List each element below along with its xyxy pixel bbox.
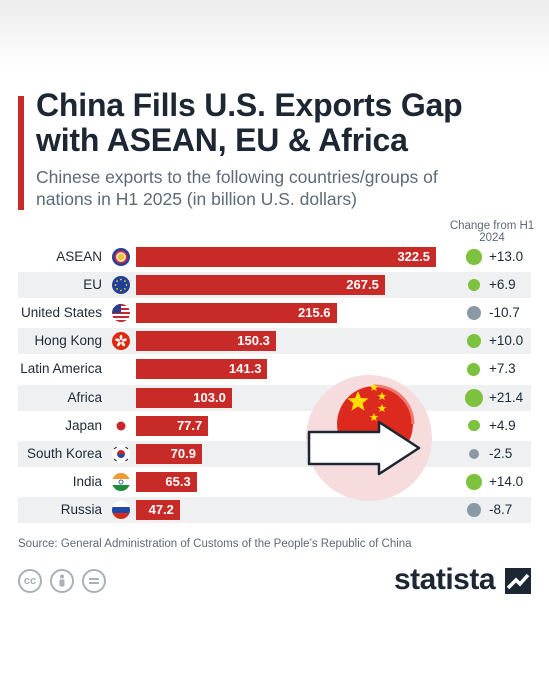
china-flag-arrow-graphic <box>306 375 432 501</box>
change-label: -2.5 <box>489 445 513 461</box>
bar-value-label: 267.5 <box>346 277 379 293</box>
eu-flag-icon <box>112 276 130 295</box>
change-dot <box>465 388 483 407</box>
change-dot <box>466 473 482 490</box>
south-korea-flag-icon <box>112 444 130 463</box>
bar-row-hong-kong: Hong Kong 150.3 +10.0 <box>18 328 531 355</box>
change-dot <box>467 278 481 292</box>
category-label: Africa <box>67 389 102 405</box>
bar-row-japan: Japan 77.7 +4.9 <box>18 413 531 439</box>
japan-flag-icon <box>112 416 130 435</box>
change-label: +4.9 <box>489 417 516 433</box>
bar: 150.3 <box>136 331 276 352</box>
bar: 322.5 <box>136 247 436 267</box>
bar: 103.0 <box>136 387 232 408</box>
bar-value-label: 150.3 <box>237 333 270 349</box>
hong-kong-flag-icon <box>112 332 130 351</box>
bar-row-eu: EU 267.5 +6.9 <box>18 272 531 299</box>
bar: 70.9 <box>136 443 202 464</box>
change-dot <box>466 334 482 349</box>
change-column-heading: Change from H1 2024 <box>449 220 535 244</box>
top-fade <box>0 0 549 70</box>
category-label: United States <box>20 305 102 321</box>
bar: 47.2 <box>136 499 180 520</box>
change-dot <box>466 305 482 321</box>
statista-logo-mark <box>505 568 531 594</box>
india-flag-icon <box>112 472 130 491</box>
change-dot <box>466 249 482 265</box>
chart-subtitle: Chinese exports to the following countri… <box>36 167 438 209</box>
asean-flag-icon <box>112 248 130 266</box>
change-label: +13.0 <box>489 249 524 264</box>
cc-icon[interactable]: cc <box>18 569 42 593</box>
category-label: Hong Kong <box>34 333 102 349</box>
bar-value-label: 70.9 <box>170 445 196 461</box>
change-label: +21.4 <box>489 389 524 405</box>
bar-value-label: 215.6 <box>298 305 331 321</box>
category-label: South Korea <box>26 445 102 461</box>
category-label: Japan <box>65 417 102 433</box>
bar-row-south-korea: South Korea 70.9 -2.5 <box>18 440 531 467</box>
chart-title: China Fills U.S. Exports Gap with ASEAN,… <box>36 87 463 158</box>
bar-value-label: 322.5 <box>397 249 430 264</box>
bar: 77.7 <box>136 415 209 436</box>
bar-value-label: 77.7 <box>176 417 203 433</box>
change-label: -8.7 <box>489 501 513 517</box>
change-label: -10.7 <box>489 305 520 321</box>
category-label: EU <box>83 277 102 293</box>
attribution-icon[interactable] <box>50 569 74 593</box>
category-label: Russia <box>60 501 102 517</box>
change-dot <box>467 503 481 517</box>
category-label: ASEAN <box>56 249 102 264</box>
bar: 65.3 <box>136 471 197 492</box>
bar-row-latin-america: Latin America 141.3 +7.3 <box>18 356 531 382</box>
change-label: +14.0 <box>489 473 524 489</box>
change-dot <box>468 419 480 432</box>
bar-row-russia: Russia 47.2 -8.7 <box>18 496 531 523</box>
category-label: Latin America <box>20 361 102 377</box>
bar-row-africa: Africa 103.0 +21.4 <box>18 384 531 411</box>
source-note: Source: General Administration of Custom… <box>18 538 412 550</box>
bar-row-india: India 65.3 +14.0 <box>18 469 531 495</box>
bar-value-label: 65.3 <box>165 473 191 489</box>
bar-value-label: 141.3 <box>228 361 262 377</box>
bar: 141.3 <box>136 359 268 380</box>
change-dot <box>468 448 480 459</box>
change-dot <box>467 362 481 376</box>
no-derivatives-icon[interactable] <box>82 569 106 593</box>
russia-flag-icon <box>112 500 130 519</box>
bar: 215.6 <box>136 303 337 324</box>
title-accent-bar <box>18 96 24 210</box>
us-flag-icon <box>112 304 130 323</box>
change-label: +7.3 <box>489 361 516 377</box>
bar: 267.5 <box>136 275 385 296</box>
bar-value-label: 47.2 <box>148 501 174 517</box>
change-label: +6.9 <box>489 277 516 293</box>
category-label: India <box>72 473 102 489</box>
change-label: +10.0 <box>489 333 524 349</box>
statista-logo[interactable]: statista <box>394 563 496 596</box>
bar-value-label: 103.0 <box>193 389 226 405</box>
bar-row-united-states: United States 215.6 -10.7 <box>18 300 531 326</box>
bar-row-asean: ASEAN 322.5 +13.0 <box>18 244 531 270</box>
